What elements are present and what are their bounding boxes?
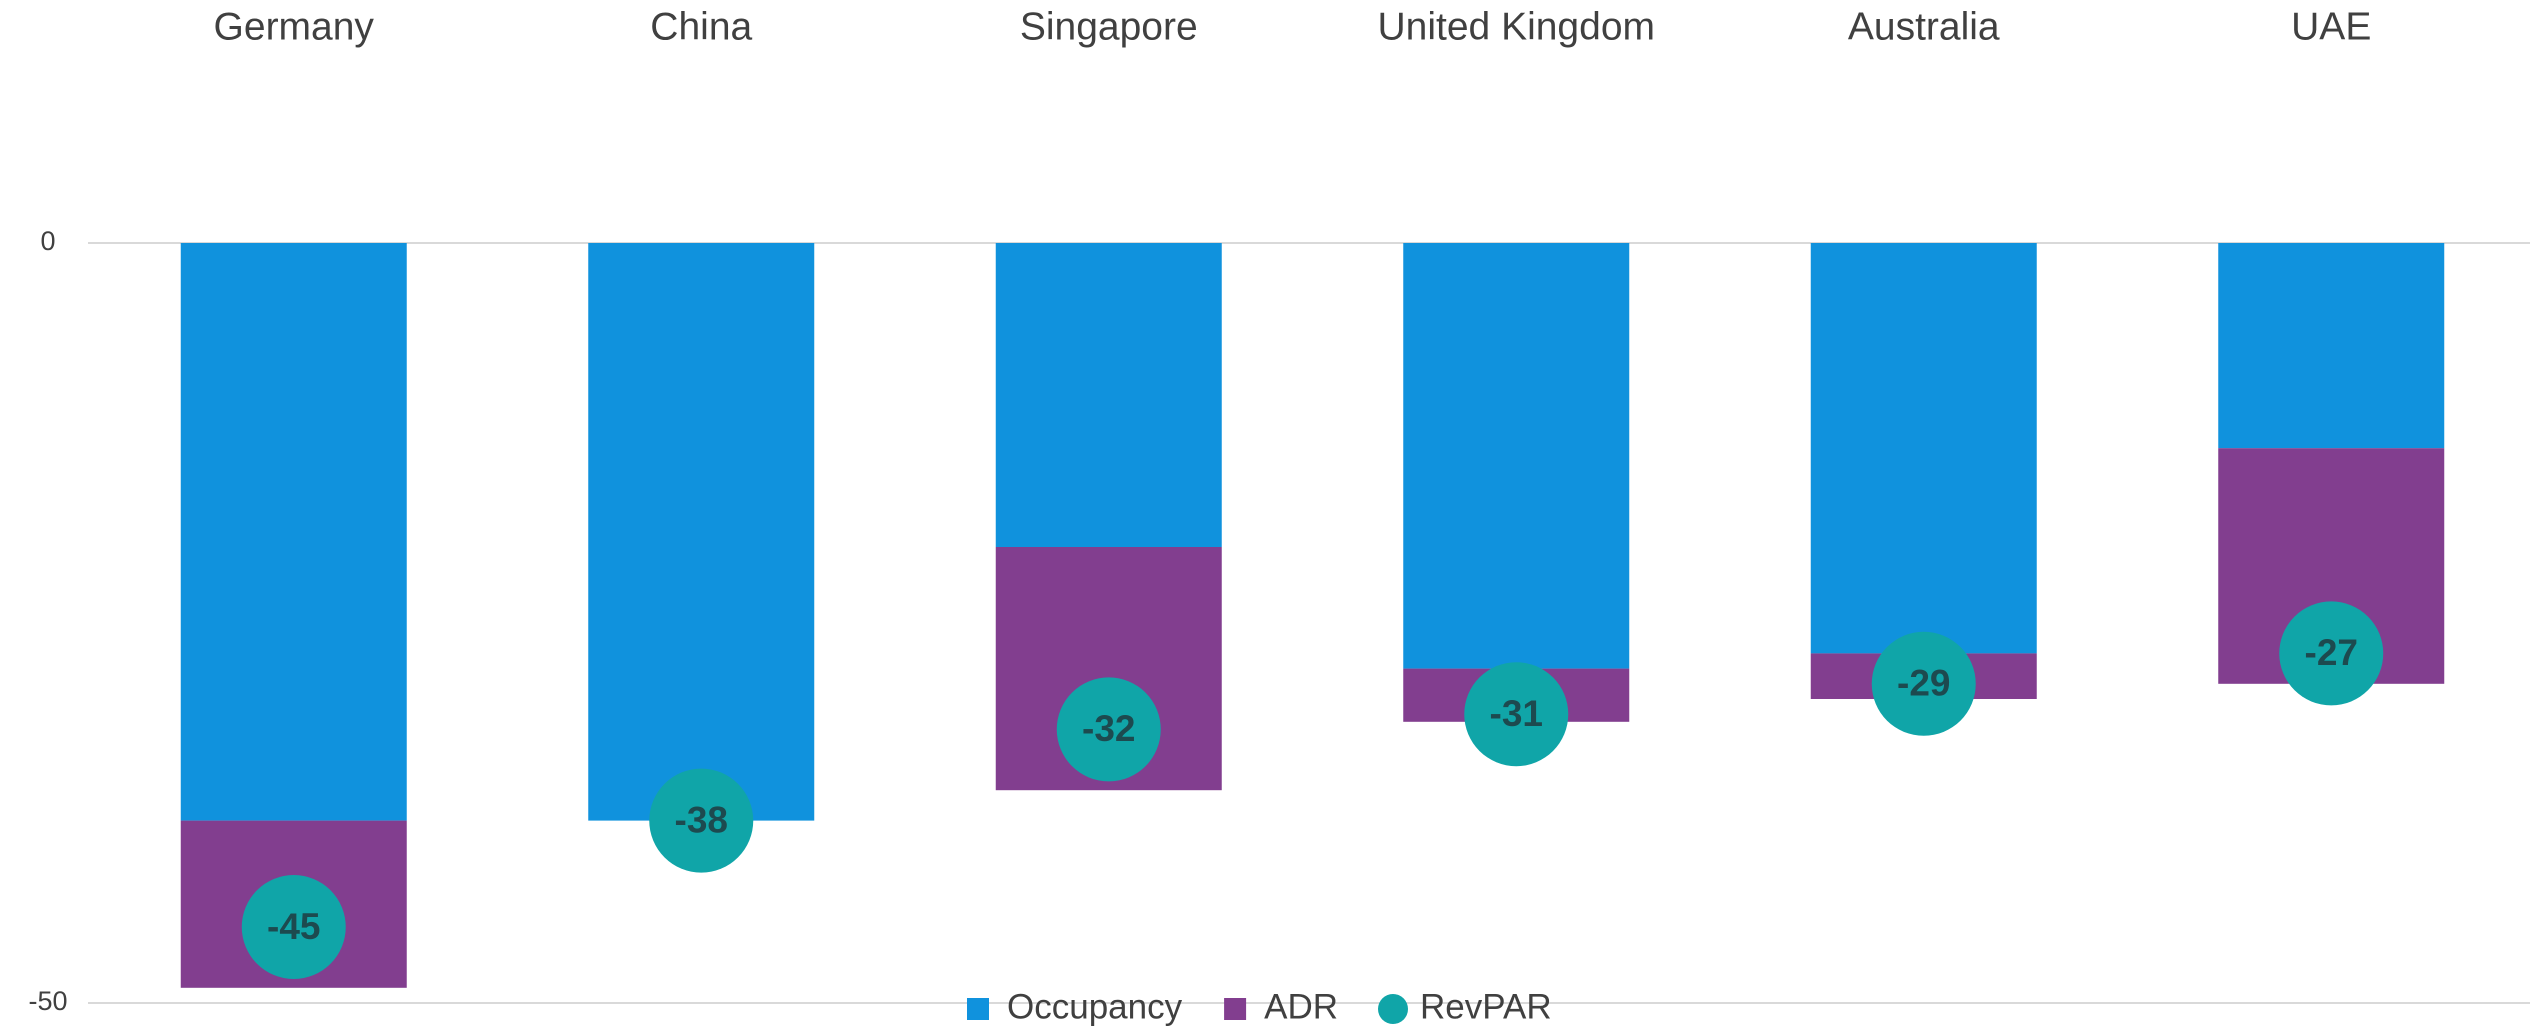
y-tick-label: -50 <box>28 986 67 1016</box>
category-label: Germany <box>214 5 375 48</box>
y-tick-label: 0 <box>40 226 55 256</box>
data-label: -32 <box>1082 708 1135 749</box>
legend-label: RevPAR <box>1420 987 1552 1026</box>
bar-segment <box>2218 243 2445 449</box>
data-label: -27 <box>2305 632 2358 673</box>
revpar-marker <box>241 875 346 979</box>
revpar-marker <box>1464 662 1569 767</box>
category-label: Singapore <box>1020 5 1198 48</box>
category-label: Australia <box>1848 5 2000 48</box>
revpar-marker <box>2279 601 2384 706</box>
category-label: United Kingdom <box>1378 5 1656 48</box>
bar-segment <box>588 243 815 821</box>
legend-label: Occupancy <box>1007 987 1183 1026</box>
legend-marker <box>1378 994 1408 1024</box>
data-label: -31 <box>1490 693 1543 734</box>
bar-segment <box>1810 243 2037 654</box>
data-label: -38 <box>675 799 728 840</box>
bar-segment <box>995 243 1222 547</box>
data-label: -45 <box>267 906 320 947</box>
revpar-marker <box>1871 631 1976 736</box>
data-label: -29 <box>1897 663 1950 704</box>
bar-segment <box>1403 243 1630 669</box>
category-label: China <box>650 5 752 48</box>
category-label: UAE <box>2291 5 2371 48</box>
bar-segment <box>180 243 407 821</box>
revpar-marker <box>649 768 754 873</box>
legend-marker <box>1224 998 1247 1020</box>
legend-marker <box>967 998 989 1020</box>
legend-label: ADR <box>1264 987 1338 1026</box>
revpar-marker <box>1056 677 1161 782</box>
